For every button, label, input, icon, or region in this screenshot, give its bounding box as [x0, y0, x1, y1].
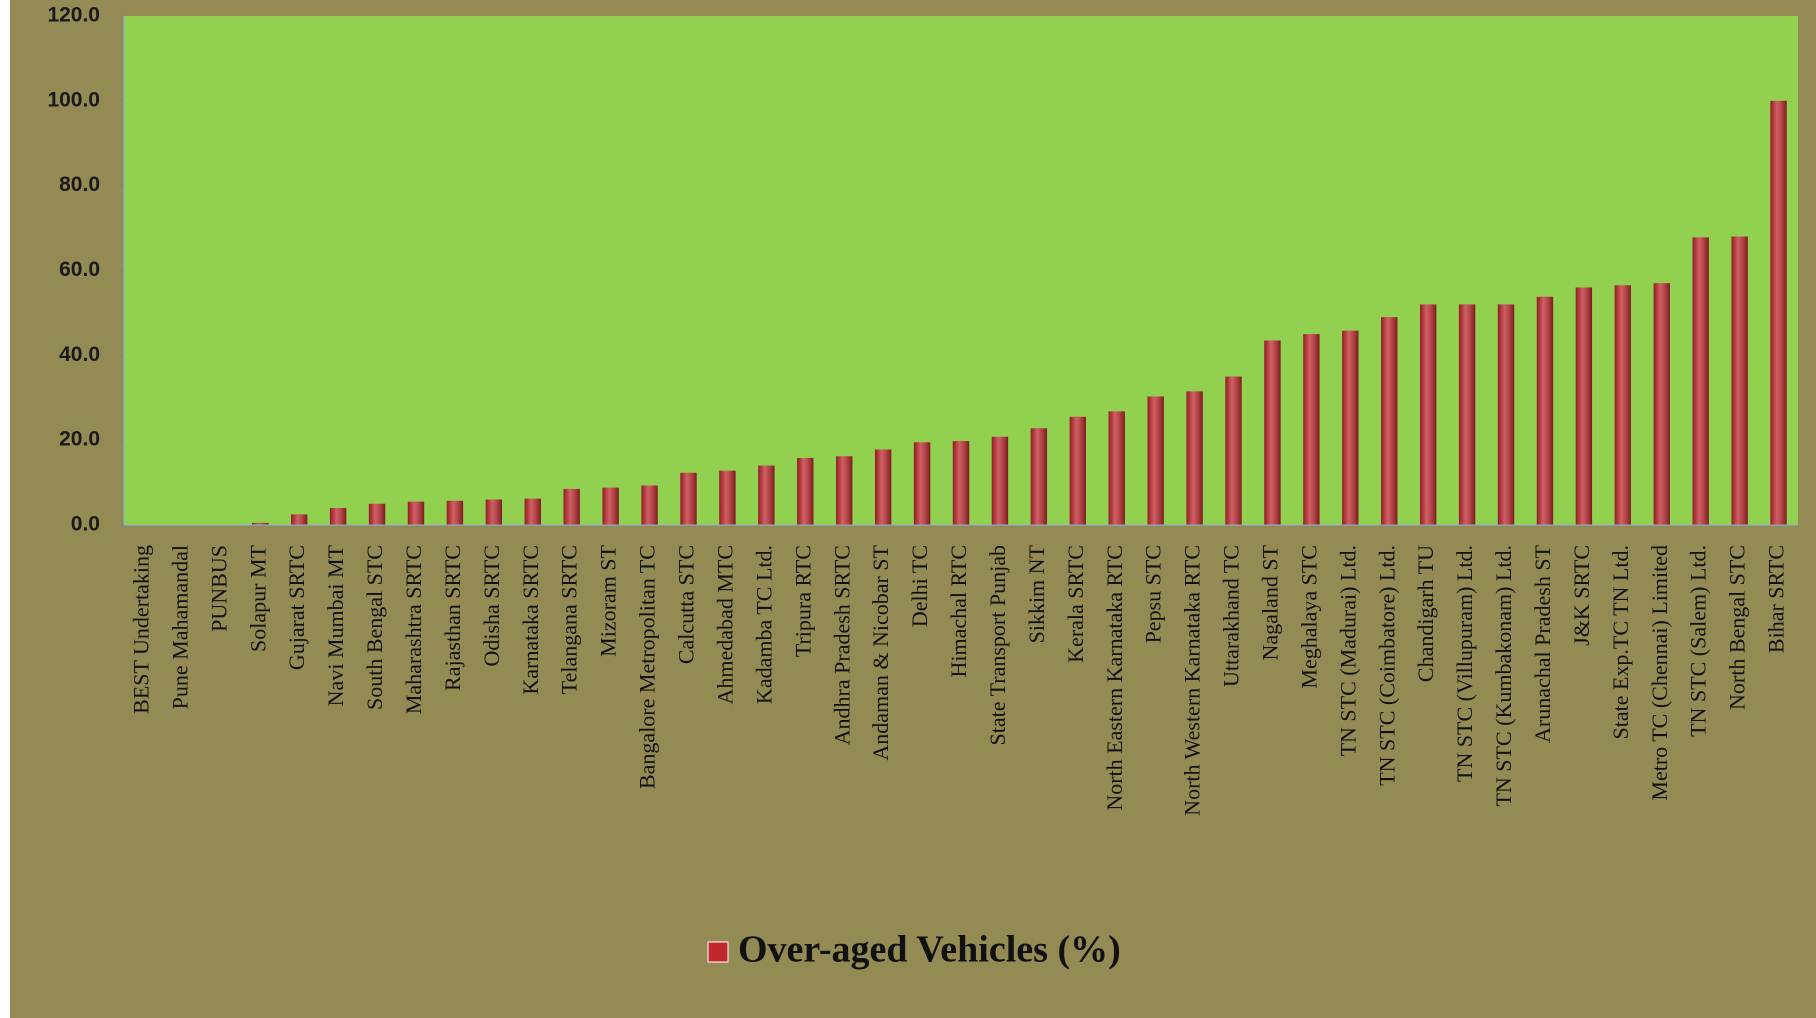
bar-shade [1030, 428, 1048, 525]
x-tick-label: Andhra Pradesh SRTC [829, 545, 854, 745]
bar-shade [446, 500, 464, 525]
x-tick-label: PUNBUS [206, 545, 231, 632]
x-tick-label: Mizoram ST [596, 544, 621, 656]
bar-shade [1731, 236, 1748, 526]
x-tick-label: Meghalaya STC [1296, 545, 1321, 689]
x-tick-label: Tripura RTC [790, 545, 815, 657]
bar-shade [485, 499, 503, 525]
bar-shade [1303, 334, 1320, 525]
bar-shade [1381, 317, 1398, 525]
bar-shade [1575, 287, 1593, 525]
bar-shade [1147, 396, 1164, 525]
bar-shade [1225, 376, 1242, 525]
x-tick-label: Bihar SRTC [1764, 545, 1789, 653]
bar-shade [1536, 296, 1554, 525]
x-tick-label: Andaman & Nicobar ST [868, 544, 893, 760]
x-tick-label: Telangana SRTC [557, 545, 582, 694]
bar-shade [329, 508, 347, 525]
y-tick-label: 20.0 [59, 428, 100, 451]
x-tick-label: State Exp.TC TN Ltd. [1608, 545, 1633, 740]
bar-shade [641, 485, 658, 525]
bar-shade [991, 436, 1009, 525]
x-tick-label: Gujarat SRTC [284, 545, 309, 670]
x-tick-label: J&K SRTC [1569, 545, 1594, 646]
x-tick-label: State Transport Punjab [985, 545, 1010, 745]
x-tick-label: North Bengal STC [1725, 545, 1750, 710]
bar-shade [1186, 391, 1203, 525]
bar-shade [797, 457, 814, 525]
x-tick-label: Delhi TC [907, 545, 932, 627]
x-tick-label: TN STC (Kumbakonam) Ltd. [1491, 545, 1516, 807]
y-tick-label: 100.0 [47, 88, 100, 111]
x-tick-label: Metro TC (Chennai) Limited [1647, 545, 1672, 801]
x-tick-label: Rajasthan SRTC [440, 545, 465, 691]
x-tick-label: South Bengal STC [362, 545, 387, 710]
x-tick-label: Karnataka SRTC [518, 545, 543, 695]
y-tick-label: 0.0 [71, 513, 100, 536]
y-tick-label: 60.0 [59, 258, 100, 281]
x-tick-label: Kadamba TC Ltd. [751, 545, 776, 704]
bar-shade [1419, 304, 1437, 525]
bar-shade [913, 442, 931, 525]
x-tick-label: Arunachal Pradesh ST [1530, 544, 1555, 743]
x-tick-label: TN STC (Villupuram) Ltd. [1452, 545, 1477, 782]
y-tick-label: 120.0 [47, 4, 100, 27]
x-tick-label: Chandigarh TU [1413, 545, 1438, 682]
bar-shade [602, 487, 619, 525]
bar-shade [680, 472, 697, 525]
x-tick-label: Uttarakhand TC [1219, 545, 1244, 687]
y-tick-label: 40.0 [59, 343, 100, 366]
x-tick-label: North Eastern Karnataka RTC [1102, 545, 1127, 811]
x-tick-label: Navi Mumbai MT [323, 544, 348, 706]
bar-shade [758, 465, 775, 525]
bar-shade [719, 470, 736, 525]
legend-swatch [707, 941, 729, 963]
y-tick-label: 80.0 [59, 173, 100, 196]
bar-shade [1653, 283, 1670, 525]
x-tick-label: North Western Karnataka RTC [1180, 545, 1205, 816]
bar-shade [1692, 237, 1709, 526]
x-tick-label: Odisha SRTC [479, 545, 504, 667]
bar-shade [1497, 304, 1515, 525]
bar-shade [1458, 304, 1476, 525]
bar-shade [836, 456, 853, 525]
x-tick-label: BEST Undertaking [129, 545, 154, 714]
bar-shade [1069, 416, 1086, 525]
x-tick-label: Pepsu STC [1141, 545, 1166, 643]
bar-shade [1614, 285, 1631, 525]
x-tick-label: Solapur MT [245, 544, 270, 652]
bar-shade [524, 498, 541, 525]
bar-shade [952, 441, 970, 525]
bar-shade [1264, 340, 1281, 525]
x-tick-label: TN STC (Salem) Ltd. [1686, 545, 1711, 737]
x-tick-label: TN STC (Coimbatore) Ltd. [1374, 545, 1399, 786]
bar-shade [1342, 330, 1359, 525]
x-tick-label: Kerala SRTC [1063, 545, 1088, 663]
x-tick-label: Pune Mahamandal [167, 545, 192, 709]
bar-shade [563, 488, 580, 525]
bar-shade [291, 514, 308, 525]
bar-shade [407, 501, 425, 525]
x-tick-label: Maharashtra SRTC [401, 545, 426, 714]
x-tick-label: Nagaland ST [1257, 544, 1282, 660]
bar-shade [252, 522, 269, 525]
x-tick-label: TN STC (Madurai) Ltd. [1335, 545, 1360, 756]
plot-area [124, 16, 1798, 525]
legend-label: Over-aged Vehicles (%) [738, 929, 1121, 971]
x-tick-label: Bangalore Metropolitan TC [635, 545, 660, 789]
bar-shade [874, 449, 892, 525]
x-tick-label: Calcutta STC [674, 545, 699, 664]
x-tick-label: Ahmedabad MTC [712, 545, 737, 704]
bar-shade [1770, 100, 1787, 525]
bar-shade [1108, 411, 1125, 525]
bar-shade [368, 503, 386, 525]
x-tick-label: Himachal RTC [946, 545, 971, 677]
x-tick-label: Sikkim NT [1024, 544, 1049, 643]
